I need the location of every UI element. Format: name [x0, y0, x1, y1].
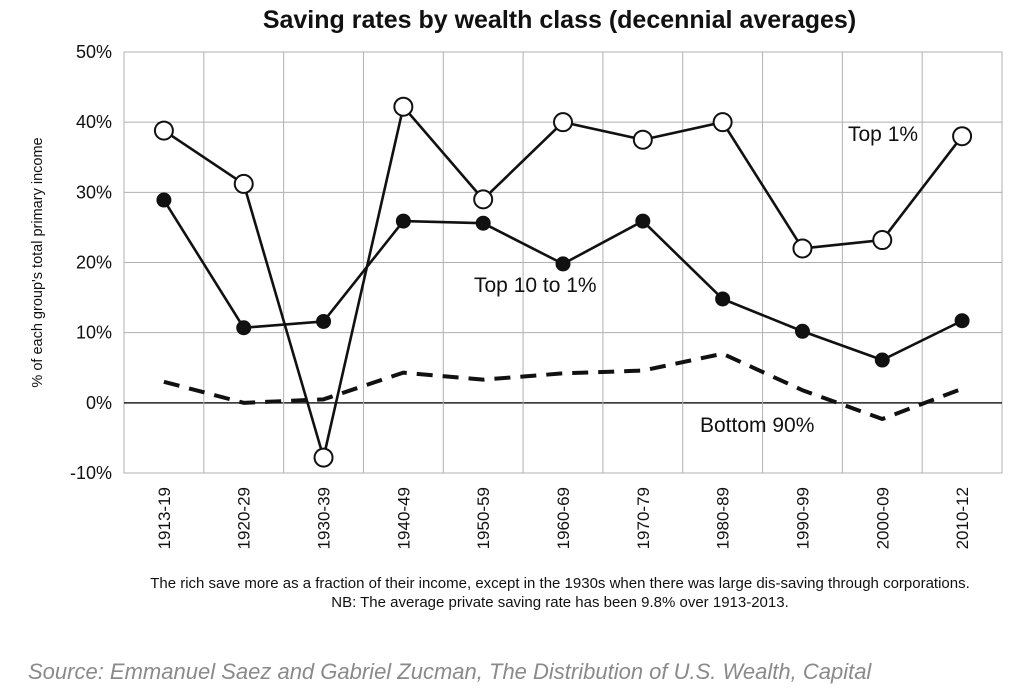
data-point-filled [156, 192, 172, 208]
series-label: Bottom 90% [700, 414, 814, 437]
x-tick-label: 1940-49 [394, 487, 413, 549]
x-tick-label: 2000-09 [873, 487, 892, 549]
x-tick-label: 1990-99 [793, 487, 812, 549]
y-tick-label: 0% [86, 393, 112, 413]
data-point-open [632, 129, 653, 150]
y-tick-label: 10% [76, 323, 112, 343]
data-point-open [952, 126, 973, 147]
data-point-open [313, 447, 334, 468]
x-tick-label: 1960-69 [554, 487, 573, 549]
data-point-open [872, 230, 893, 251]
data-point-filled [475, 215, 491, 231]
x-tick-label: 1980-89 [714, 487, 733, 549]
data-point-filled [794, 323, 810, 339]
x-tick-label: 1920-29 [235, 487, 254, 549]
data-point-filled [316, 313, 332, 329]
data-point-filled [715, 291, 731, 307]
data-point-open [153, 120, 174, 141]
y-tick-label: 30% [76, 182, 112, 202]
source-note: Source: Emmanuel Saez and Gabriel Zucman… [28, 659, 872, 684]
series-labels: Top 1% Top 10 to 1% Bottom 90% [474, 123, 918, 437]
x-tick-label: 1913-19 [155, 487, 174, 549]
data-point-filled [395, 213, 411, 229]
x-tick-label: 2010-12 [953, 487, 972, 549]
data-point-open [712, 112, 733, 133]
data-point-open [792, 238, 813, 259]
y-tick-label: -10% [70, 463, 112, 483]
x-tick-label: 1970-79 [634, 487, 653, 549]
data-point-filled [236, 320, 252, 336]
y-tick-label: 40% [76, 112, 112, 132]
series-label: Top 1% [848, 123, 918, 146]
data-point-open [553, 112, 573, 133]
data-point-filled [635, 213, 651, 229]
y-tick-label: 50% [76, 42, 112, 62]
data-point-open [393, 96, 414, 117]
y-tick-label: 20% [76, 253, 112, 273]
x-tick-label: 1950-59 [474, 487, 493, 549]
series-line [163, 351, 963, 421]
data-point-open [473, 189, 494, 210]
data-point-open [233, 173, 254, 194]
axes: -10% 0% 10% 20% 30% 40% 50% 1913-19 1920-29 1930-… [30, 42, 972, 549]
data-point-filled [555, 256, 571, 272]
x-tick-label: 1930-39 [315, 487, 334, 549]
series-lines [153, 96, 973, 468]
data-point-filled [874, 352, 890, 368]
chart-title: Saving rates by wealth class (decennial … [262, 6, 857, 34]
chart-caption: The rich save more as a fraction of thei… [150, 575, 970, 611]
y-axis-label: % of each group's total primary income [30, 137, 46, 387]
data-point-filled [954, 313, 970, 329]
series-label: Top 10 to 1% [474, 274, 597, 297]
